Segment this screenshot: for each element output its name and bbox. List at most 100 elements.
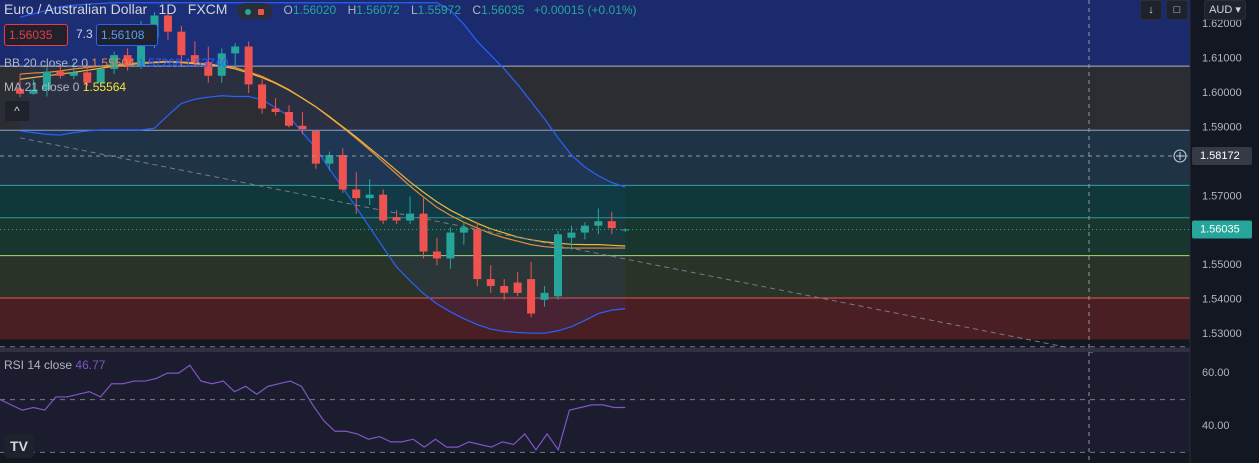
crosshair-price-label-bg bbox=[1192, 147, 1252, 166]
price-zone-3 bbox=[0, 185, 1190, 218]
high-value: 1.56072 bbox=[356, 3, 400, 17]
event-icon bbox=[258, 8, 265, 15]
candle-body-38 bbox=[527, 279, 536, 314]
bb-legend[interactable]: BB 20 close 2 0 1.55504 1.57268 1.53740 bbox=[4, 56, 228, 70]
close-label: C bbox=[472, 3, 482, 17]
low-label: L bbox=[410, 3, 418, 17]
candle-body-35 bbox=[486, 279, 495, 286]
candle-body-16 bbox=[231, 46, 240, 54]
bb-lower-line bbox=[19, 95, 626, 334]
price-tick-0: 1.62000 bbox=[1202, 18, 1242, 30]
bb-upper-line bbox=[19, 2, 626, 188]
candle-body-6 bbox=[96, 68, 105, 83]
ma-legend[interactable]: MA 21 close 0 1.55564 bbox=[4, 80, 126, 94]
candle-body-8 bbox=[123, 55, 132, 66]
candle-body-40 bbox=[554, 234, 562, 297]
symbol-name[interactable]: Euro / Australian Dollar bbox=[4, 1, 148, 17]
candle-body-9 bbox=[137, 37, 146, 66]
rsi-tick-0: 60.00 bbox=[1202, 367, 1230, 379]
exchange: FXCM bbox=[187, 1, 228, 17]
candle-body-11 bbox=[163, 15, 172, 32]
ma-label: MA 21 close 0 bbox=[4, 80, 80, 94]
candle-body-32 bbox=[446, 232, 455, 259]
crosshair-price-label: 1.58172 bbox=[1200, 150, 1240, 162]
status-dots[interactable] bbox=[236, 2, 273, 19]
candle-body-0 bbox=[16, 88, 24, 94]
bb-label: BB 20 close 2 0 bbox=[4, 56, 89, 70]
fullscreen-icon[interactable]: □ bbox=[1166, 0, 1188, 20]
candle-body-14 bbox=[204, 62, 213, 76]
ma-value: 1.55564 bbox=[82, 80, 127, 94]
candle-body-28 bbox=[392, 217, 401, 221]
rsi-value: 46.77 bbox=[75, 358, 106, 372]
candle-body-18 bbox=[258, 84, 267, 109]
last-price-label: 1.56035 bbox=[1200, 223, 1240, 235]
candle-body-13 bbox=[190, 55, 199, 63]
rsi-legend[interactable]: RSI 14 close 46.77 bbox=[4, 358, 105, 372]
candle-body-21 bbox=[298, 125, 307, 130]
change-value: +0.00015 (+0.01%) bbox=[533, 3, 637, 17]
price-tick-9: 1.53000 bbox=[1202, 328, 1242, 340]
bb-lower-value: 1.53740 bbox=[184, 56, 229, 70]
candle-body-41 bbox=[567, 232, 576, 238]
close-value: 1.56035 bbox=[481, 3, 525, 17]
candle-body-19 bbox=[271, 108, 280, 112]
candle-body-3 bbox=[56, 71, 65, 76]
candle-body-34 bbox=[473, 229, 482, 280]
candle-body-37 bbox=[513, 282, 522, 293]
candle-body-22 bbox=[311, 130, 320, 164]
candle-body-20 bbox=[285, 111, 293, 126]
last-price-label-bg bbox=[1192, 220, 1252, 239]
symbol-legend: Euro / Australian Dollar 1D FXCM O1.5602… bbox=[4, 0, 637, 19]
candle-body-1 bbox=[29, 89, 38, 94]
price-tick-5: 1.57000 bbox=[1202, 190, 1242, 202]
candle-body-17 bbox=[244, 46, 253, 85]
currency-select[interactable]: AUD ▾ bbox=[1204, 0, 1246, 20]
price-zone-5 bbox=[0, 255, 1190, 299]
price-zone-2 bbox=[0, 130, 1190, 186]
candle-body-4 bbox=[69, 72, 78, 76]
arrow-down-icon[interactable]: ↓ bbox=[1140, 0, 1162, 20]
candle-body-33 bbox=[459, 227, 468, 233]
buy-button[interactable]: 1.56108 bbox=[96, 24, 158, 46]
candle-body-12 bbox=[177, 31, 186, 56]
add-alert-plus bbox=[1176, 152, 1184, 161]
candle-body-45 bbox=[621, 229, 630, 231]
bb-upper-value: 1.57268 bbox=[138, 56, 182, 70]
candle-body-30 bbox=[419, 213, 428, 252]
rsi-label: RSI 14 close bbox=[4, 358, 73, 372]
sell-button[interactable]: 1.56035 bbox=[4, 24, 68, 46]
open-label: O bbox=[283, 3, 293, 17]
candle-body-24 bbox=[338, 155, 347, 190]
trendline bbox=[19, 137, 1097, 354]
collapse-legend-button[interactable]: ^ bbox=[4, 100, 30, 122]
currency-label: AUD bbox=[1209, 4, 1233, 16]
candle-body-36 bbox=[500, 285, 509, 293]
candle-body-5 bbox=[83, 72, 92, 83]
pane-separator bbox=[0, 348, 1259, 352]
price-tick-8: 1.54000 bbox=[1202, 294, 1242, 306]
candle-body-25 bbox=[352, 189, 361, 199]
open-value: 1.56020 bbox=[292, 3, 337, 17]
interval[interactable]: 1D bbox=[158, 1, 177, 17]
rsi-tick-1: 40.00 bbox=[1202, 420, 1230, 432]
add-alert-icon bbox=[1173, 149, 1187, 163]
high-label: H bbox=[347, 3, 357, 17]
candle-body-29 bbox=[406, 213, 415, 221]
price-tick-1: 1.61000 bbox=[1202, 52, 1242, 64]
spread-value: 7.3 bbox=[76, 27, 93, 41]
candle-body-43 bbox=[594, 221, 603, 226]
candle-body-39 bbox=[540, 292, 549, 300]
low-value: 1.55972 bbox=[417, 3, 462, 17]
tradingview-logo: TV bbox=[4, 434, 34, 458]
candle-body-23 bbox=[325, 155, 334, 164]
market-status-icon bbox=[244, 8, 251, 15]
candle-body-2 bbox=[42, 71, 51, 90]
candle-body-31 bbox=[432, 251, 441, 259]
price-tick-2: 1.60000 bbox=[1202, 87, 1242, 99]
price-tick-7: 1.55000 bbox=[1202, 259, 1242, 271]
rsi-line bbox=[0, 364, 626, 452]
candle-body-44 bbox=[607, 221, 616, 229]
candle-body-26 bbox=[365, 194, 374, 199]
